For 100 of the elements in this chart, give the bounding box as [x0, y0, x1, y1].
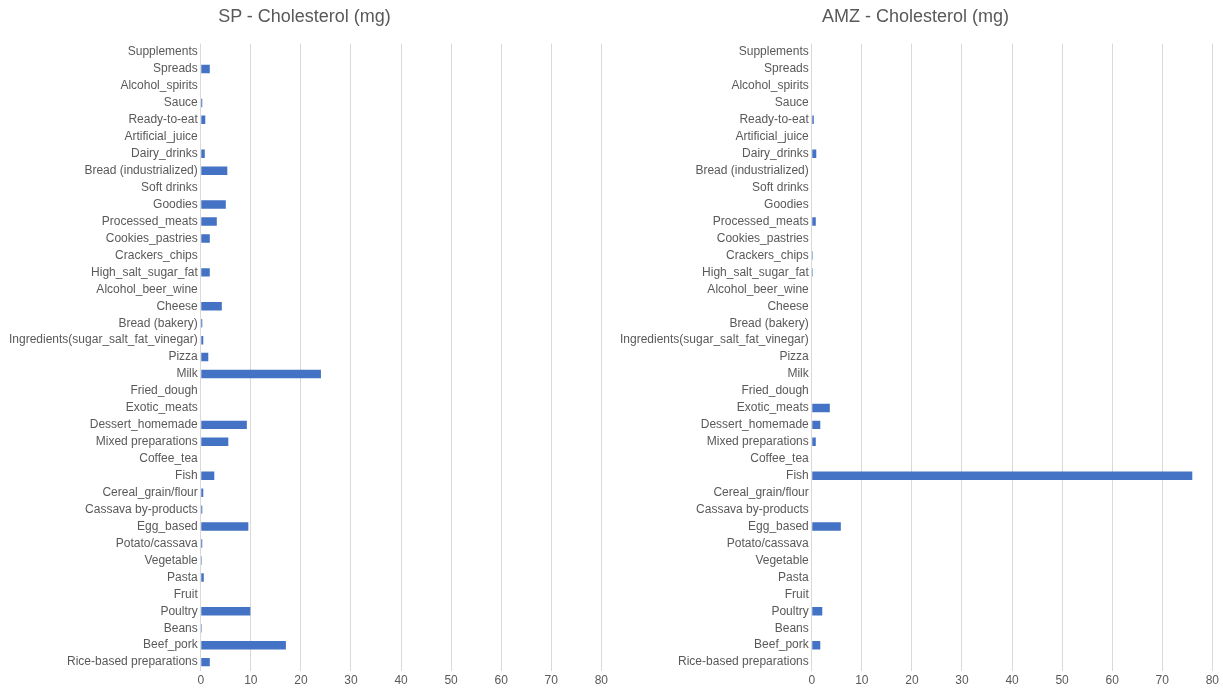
bar [201, 352, 209, 362]
y-tick-label: Processed_meats [712, 213, 809, 228]
y-tick-label: Poultry [771, 603, 809, 618]
y-tick-label: Beans [163, 620, 198, 635]
y-tick-label: Bread (industrialized) [84, 163, 198, 178]
x-tick-label: 0 [808, 673, 816, 688]
y-tick-label: Cassava by-products [85, 501, 198, 516]
bar [201, 200, 226, 209]
y-tick-label: Fish [175, 468, 198, 483]
bar [201, 268, 210, 277]
y-tick-label: Pasta [167, 569, 199, 584]
y-tick-label: Spreads [764, 61, 809, 76]
y-tick-label: Supplements [738, 44, 809, 59]
y-tick-label: Beef_pork [754, 637, 810, 652]
y-tick-label: Milk [176, 366, 199, 381]
bar [201, 217, 217, 226]
y-tick-label: Coffee_tea [139, 451, 199, 466]
y-tick-label: Coffee_tea [750, 451, 810, 466]
y-tick-label: Exotic_meats [125, 400, 198, 415]
y-tick-label: Soft drinks [141, 179, 198, 194]
x-tick-label: 10 [855, 673, 869, 688]
bar [201, 573, 204, 582]
y-tick-label: Fish [786, 468, 809, 483]
y-tick-label: Alcohol_beer_wine [96, 281, 199, 296]
y-tick-label: Potato/cassava [726, 535, 810, 550]
y-tick-label: Egg_based [748, 518, 809, 533]
x-tick-label: 0 [197, 673, 205, 688]
chart-title: AMZ - Cholesterol (mg) [821, 5, 1010, 26]
y-tick-label: Potato/cassava [115, 535, 199, 550]
y-tick-label: Ingredients(sugar_salt_fat_vinegar) [9, 332, 198, 347]
bar [812, 607, 823, 616]
y-tick-label: Fruit [784, 586, 810, 601]
y-tick-label: Alcohol_spirits [120, 78, 198, 93]
bar [812, 420, 821, 430]
y-tick-label: Bread (bakery) [118, 315, 198, 330]
y-tick-label: Cheese [156, 298, 199, 313]
x-tick-label: 70 [544, 673, 559, 688]
x-tick-label: 30 [955, 673, 969, 688]
y-tick-label: Rice-based preparations [67, 654, 198, 669]
y-tick-label: Dessert_homemade [89, 417, 199, 432]
bar [812, 217, 816, 226]
y-tick-label: Sauce [774, 95, 810, 110]
x-tick-label: 60 [1105, 673, 1120, 688]
y-tick-label: Ready-to-eat [739, 112, 810, 127]
bar [812, 640, 821, 650]
y-tick-label: Vegetable [755, 552, 810, 567]
y-tick-label: Rice-based preparations [678, 654, 809, 669]
y-tick-label: Goodies [153, 196, 198, 211]
y-tick-label: Artificial_juice [124, 129, 199, 144]
y-tick-label: Fried_dough [741, 383, 809, 398]
x-tick-label: 50 [444, 673, 459, 688]
y-tick-label: Alcohol_spirits [731, 78, 809, 93]
y-tick-label: Dairy_drinks [131, 146, 198, 161]
y-tick-label: High_salt_sugar_fat [702, 264, 810, 279]
bar [812, 403, 830, 413]
y-tick-label: Mixed preparations [95, 434, 198, 449]
y-tick-label: Exotic_meats [736, 400, 809, 415]
x-tick-label: 20 [905, 673, 919, 688]
bar [201, 149, 205, 158]
x-tick-label: 40 [394, 673, 409, 688]
y-tick-label: Cereal_grain/flour [713, 484, 809, 499]
bar [812, 522, 841, 531]
bar [201, 437, 229, 447]
x-tick-label: 60 [494, 673, 509, 688]
bar [201, 64, 210, 74]
y-tick-label: Spreads [153, 61, 198, 76]
y-tick-label: Beef_pork [143, 637, 199, 652]
chart-title: SP - Cholesterol (mg) [218, 5, 391, 26]
y-tick-label: Fruit [173, 586, 199, 601]
y-tick-label: High_salt_sugar_fat [91, 264, 199, 279]
y-tick-label: Dessert_homemade [700, 417, 810, 432]
y-tick-label: Egg_based [137, 518, 198, 533]
bar [201, 166, 228, 175]
x-tick-label: 80 [1205, 673, 1220, 688]
bar [201, 488, 204, 497]
y-tick-label: Milk [787, 366, 810, 381]
y-tick-label: Vegetable [144, 552, 199, 567]
x-tick-label: 30 [344, 673, 358, 688]
bar [812, 149, 817, 158]
y-tick-label: Bread (industrialized) [695, 163, 809, 178]
bar [201, 657, 210, 667]
x-tick-label: 10 [244, 673, 258, 688]
y-tick-label: Cookies_pastries [716, 230, 809, 245]
y-tick-label: Ready-to-eat [128, 112, 199, 127]
bar [812, 437, 816, 447]
bar [201, 471, 215, 480]
y-tick-label: Cookies_pastries [105, 230, 198, 245]
bar [201, 234, 210, 243]
x-tick-label: 50 [1055, 673, 1070, 688]
y-tick-label: Cereal_grain/flour [102, 484, 198, 499]
x-tick-label: 40 [1005, 673, 1020, 688]
y-tick-label: Ingredients(sugar_salt_fat_vinegar) [620, 332, 809, 347]
bar [201, 115, 206, 125]
y-tick-label: Alcohol_beer_wine [707, 281, 810, 296]
y-tick-label: Poultry [160, 603, 198, 618]
bar [201, 369, 321, 379]
y-tick-label: Bread (bakery) [729, 315, 809, 330]
bar [201, 302, 222, 311]
x-tick-label: 80 [594, 673, 609, 688]
y-tick-label: Pizza [168, 349, 199, 364]
